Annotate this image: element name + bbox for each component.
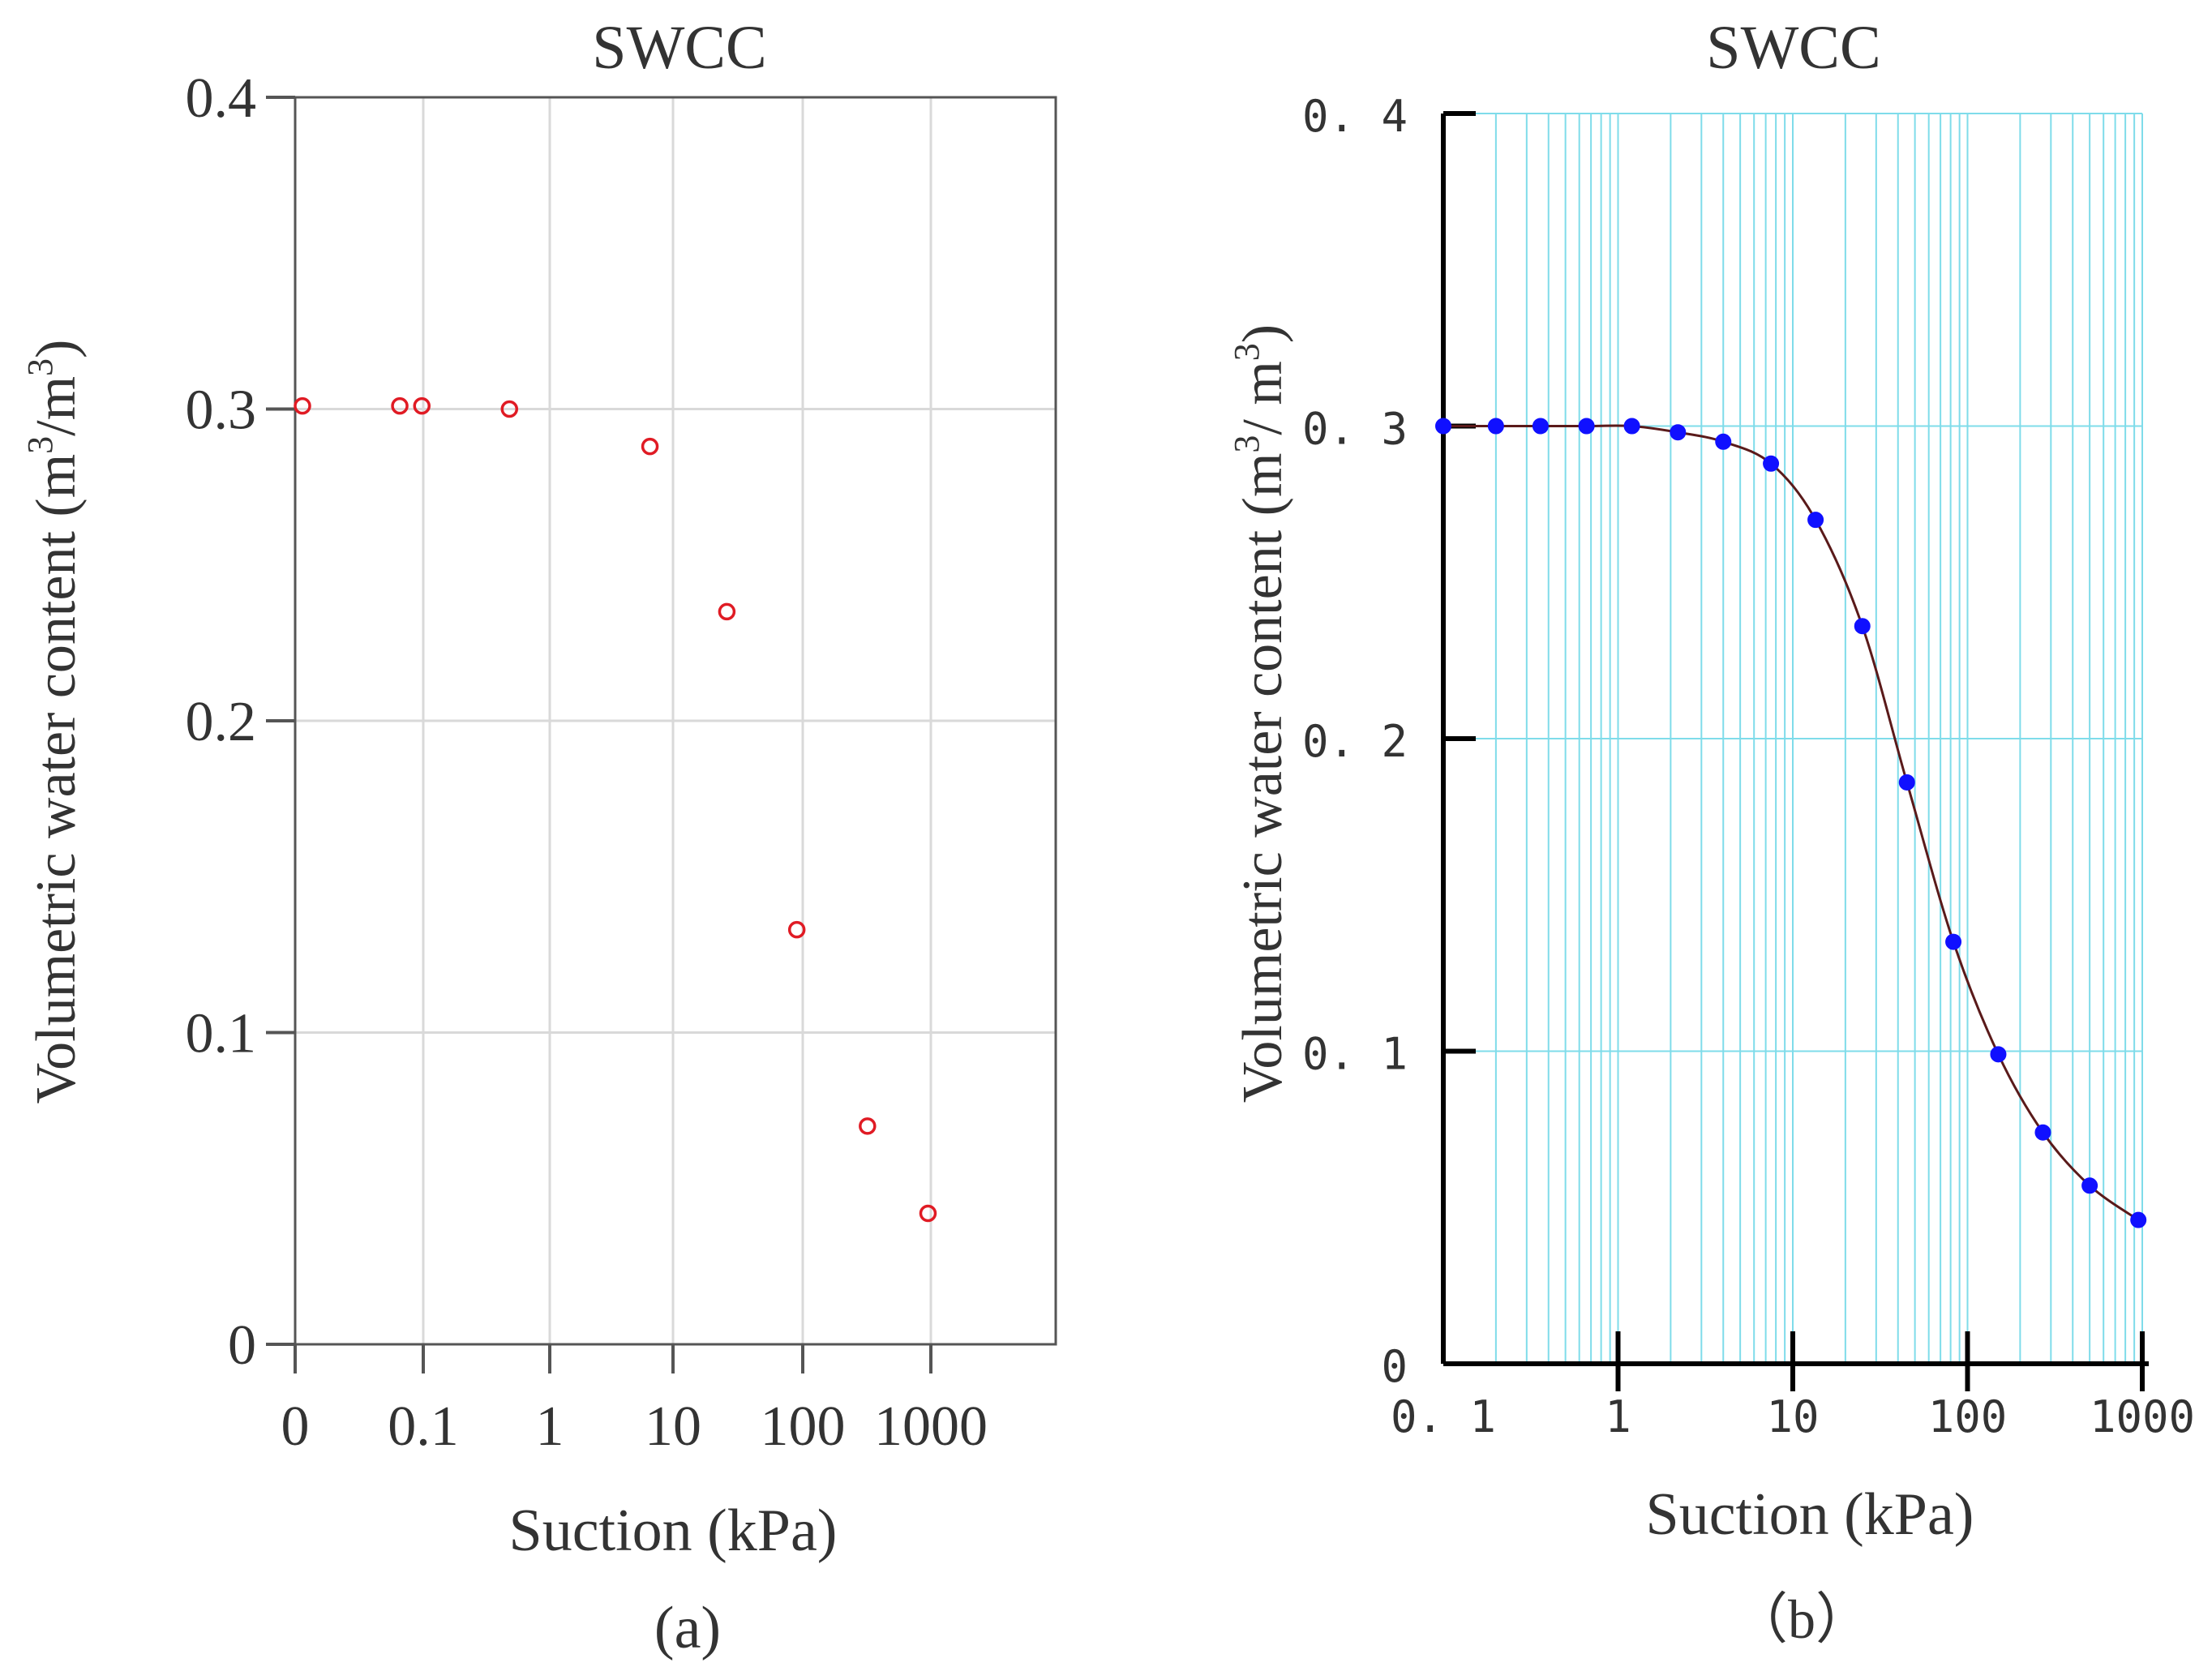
chart-a-y-axis-label: Volumetric water content (m3/m3) xyxy=(20,340,88,1104)
chart-a-data-point xyxy=(294,396,311,415)
chart-a-x-axis-label: Suction (kPa) xyxy=(509,1498,838,1564)
chart-b-data-point xyxy=(1807,512,1824,529)
chart-b-y-tick-label: 0 xyxy=(1381,1341,1408,1392)
chart-a-markers xyxy=(294,396,937,1223)
chart-b-data-point xyxy=(1715,433,1732,450)
chart-a-data-point xyxy=(919,1204,937,1223)
chart-a-caption: (a) xyxy=(654,1595,721,1661)
chart-b-y-tick-label: 0. 1 xyxy=(1302,1029,1408,1080)
chart-b-caption: （b） xyxy=(1733,1588,1871,1650)
chart-a: 0 0.1 1 10 100 1000 0 0.1 0.2 0.3 0.4 SWCC Suction… xyxy=(20,14,1057,1661)
chart-b-data-point xyxy=(1990,1046,2007,1063)
chart-a-data-point xyxy=(641,437,659,456)
chart-a-data-point xyxy=(718,602,736,621)
chart-a-x-tick-label: 0.1 xyxy=(388,1395,459,1458)
chart-a-data-point xyxy=(787,920,806,939)
chart-a-y-tick-label: 0.4 xyxy=(186,67,257,130)
chart-a-data-point xyxy=(391,396,409,415)
chart-b-data-point xyxy=(2081,1177,2098,1194)
chart-b-y-tick-label: 0. 3 xyxy=(1302,404,1408,455)
chart-b-x-tick-label: 1000 xyxy=(2090,1391,2195,1442)
chart-b-title: SWCC xyxy=(1706,14,1880,82)
chart-b-ticks: 00. 10. 20. 30. 40. 1 1 10 100 1000 xyxy=(1302,91,2195,1442)
chart-a-data-point xyxy=(413,396,431,415)
chart-b-y-tick-label: 0. 4 xyxy=(1302,91,1408,142)
chart-b-fitted-curve xyxy=(1443,424,2140,1221)
chart-a-y-tick-label: 0.2 xyxy=(186,691,257,753)
chart-b-markers xyxy=(1435,418,2147,1228)
chart-a-y-tick-label: 0 xyxy=(228,1314,256,1377)
chart-b-data-point xyxy=(1435,418,1451,435)
chart-a-x-tick-label: 1000 xyxy=(874,1395,988,1458)
chart-b-data-point xyxy=(1854,618,1871,635)
chart-b-data-point xyxy=(1578,418,1595,435)
chart-a-gridlines xyxy=(295,97,1056,1344)
chart-b-x-axis-label: Suction (kPa) xyxy=(1646,1481,1974,1548)
chart-b-data-point xyxy=(2034,1124,2051,1141)
chart-b-y-tick-label: 0. 2 xyxy=(1302,716,1408,767)
chart-b-x-tick-label: 1 xyxy=(1605,1391,1631,1442)
chart-a-y-tick-label: 0.1 xyxy=(186,1003,257,1065)
chart-a-data-point xyxy=(500,400,519,418)
chart-b-gridlines xyxy=(1443,113,2143,1364)
chart-a-x-tick-label: 0 xyxy=(281,1395,310,1458)
chart-a-x-tick-label: 100 xyxy=(761,1395,846,1458)
chart-b-data-point xyxy=(1670,424,1687,441)
chart-b-data-point xyxy=(1898,774,1915,791)
chart-b-data-point xyxy=(1763,455,1780,472)
chart-a-title: SWCC xyxy=(592,14,766,82)
chart-b-x-tick-label: 0. 1 xyxy=(1391,1391,1496,1442)
chart-a-ticks: 0 0.1 1 10 100 1000 0 0.1 0.2 0.3 0.4 xyxy=(186,67,988,1458)
chart-b-x-tick-label: 100 xyxy=(1928,1391,2008,1442)
chart-a-y-tick-label: 0.3 xyxy=(186,379,257,442)
chart-b-data-point xyxy=(1532,418,1549,435)
chart-b-data-point xyxy=(1623,418,1640,435)
chart-b-data-point xyxy=(2130,1211,2147,1228)
chart-b-y-axis-label: Volumetric water content (m3/ m3) xyxy=(1227,324,1294,1103)
chart-b-x-tick-label: 10 xyxy=(1766,1391,1819,1442)
chart-b-data-point xyxy=(1945,933,1962,950)
chart-a-x-tick-label: 10 xyxy=(645,1395,701,1458)
chart-b-data-point xyxy=(1487,418,1504,435)
chart-b: 00. 10. 20. 30. 40. 1 1 10 100 1000 SWCC Suc… xyxy=(1227,14,2195,1650)
chart-a-x-tick-label: 1 xyxy=(536,1395,564,1458)
chart-a-data-point xyxy=(859,1117,877,1135)
